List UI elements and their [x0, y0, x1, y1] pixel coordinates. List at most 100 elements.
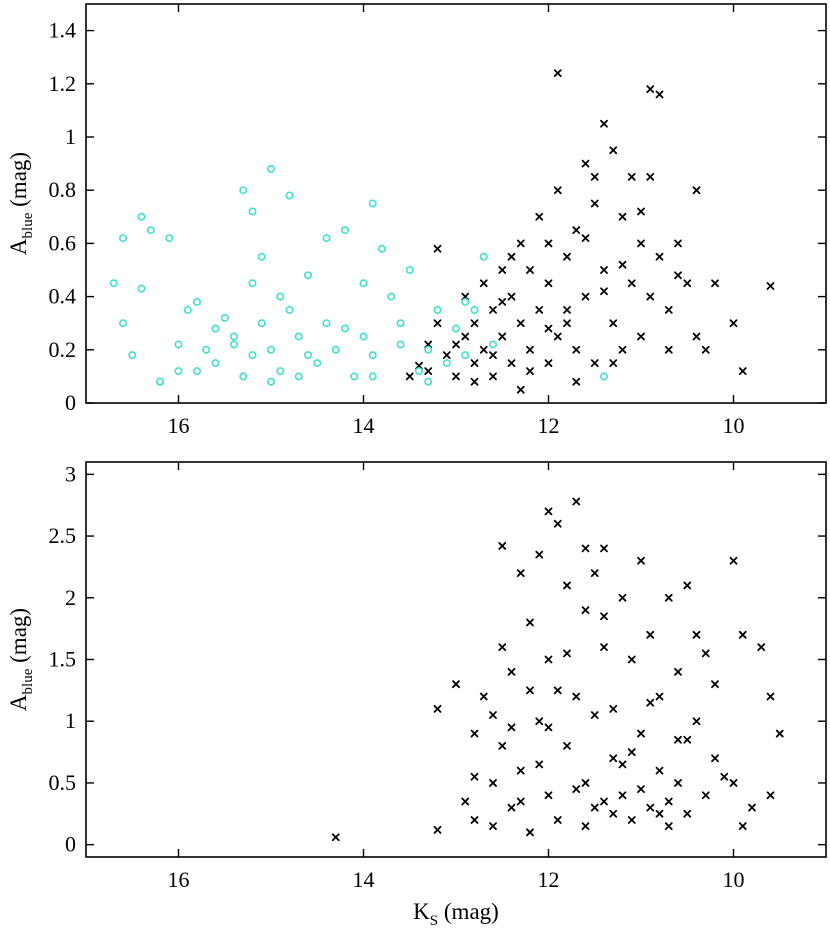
point-0-1-17: [239, 186, 248, 195]
point-0-1-16: [239, 372, 248, 381]
point-0-0-63: [498, 298, 507, 306]
point-0-0-30: [572, 226, 581, 234]
point-0-1-48: [451, 324, 460, 333]
point-0-0-42: [627, 173, 636, 181]
point-0-0-62: [544, 239, 553, 248]
point-0-0-43: [627, 279, 636, 288]
point-1-0-49: [664, 822, 673, 831]
point-1-0-92: [581, 544, 590, 553]
point-1-0-32: [590, 569, 599, 577]
point-0-1-61: [461, 297, 470, 306]
point-0-1-46: [433, 305, 442, 314]
y-tick-label-1-6: 3: [65, 461, 76, 486]
point-0-0-28: [563, 252, 571, 261]
point-1-0-65: [766, 791, 775, 800]
point-1-0-72: [627, 748, 636, 756]
y-axis-label-0: Ablue (mag): [6, 152, 36, 255]
point-1-0-16: [516, 766, 525, 775]
point-0-0-10: [479, 345, 488, 354]
point-0-0-37: [600, 266, 608, 274]
point-0-0-29: [563, 319, 571, 328]
x-tick-label-0-1: 14: [353, 413, 375, 438]
point-1-0-57: [711, 754, 719, 763]
point-1-0-39: [618, 791, 627, 800]
point-0-0-9: [470, 319, 479, 328]
point-1-0-80: [563, 649, 571, 658]
point-0-1-51: [479, 252, 488, 261]
point-0-0-75: [544, 324, 553, 333]
point-1-0-28: [572, 497, 581, 506]
point-1-0-85: [655, 809, 664, 818]
point-0-0-11: [479, 279, 488, 288]
point-0-1-40: [377, 244, 386, 253]
point-0-0-47: [646, 292, 655, 301]
point-0-0-26: [553, 332, 562, 341]
point-0-0-72: [609, 359, 618, 367]
point-0-0-7: [461, 332, 470, 341]
point-1-0-84: [637, 785, 645, 794]
point-0-1-62: [599, 372, 608, 381]
y-tick-label-0-0: 0: [65, 390, 76, 415]
point-0-1-27: [285, 305, 294, 314]
point-1-0-37: [609, 704, 618, 713]
point-0-0-52: [683, 279, 692, 288]
point-1-0-44: [646, 630, 655, 639]
point-1-0-91: [526, 686, 534, 695]
point-0-0-36: [600, 119, 608, 128]
point-1-0-87: [692, 630, 701, 639]
point-0-0-32: [581, 159, 590, 168]
point-0-1-21: [257, 319, 266, 328]
point-0-1-18: [248, 279, 257, 288]
point-1-0-43: [637, 729, 645, 738]
point-1-0-40: [627, 655, 636, 664]
point-0-1-15: [230, 332, 239, 341]
plot-frame-0: [85, 3, 827, 404]
bottom-scatter-panel: 16 14 12 10 0 0.5 1 1.5 2 2.5 3 Ablue (mag) KS (mag): [6, 461, 827, 929]
y-tick-label-1-1: 0.5: [49, 770, 77, 795]
point-0-0-68: [581, 234, 590, 242]
point-0-1-65: [424, 377, 433, 386]
point-1-0-45: [646, 803, 655, 812]
y-tick-label-1-0: 0: [65, 832, 76, 857]
point-0-0-53: [692, 186, 701, 195]
point-1-0-47: [655, 766, 664, 775]
point-1-0-12: [498, 742, 507, 750]
point-1-0-17: [526, 618, 534, 627]
point-1-0-0: [331, 833, 340, 842]
point-0-0-18: [516, 319, 525, 328]
point-0-0-17: [507, 292, 516, 301]
point-0-0-25: [544, 279, 553, 288]
point-1-0-20: [535, 717, 544, 726]
point-1-0-4: [461, 797, 470, 806]
top-scatter-panel: 16 14 12 10 0 0.2 0.4 0.6 0.8 1 1.2 1.4 Ablue (mag): [6, 3, 827, 438]
point-1-0-75: [683, 735, 692, 744]
point-1-0-19: [535, 550, 544, 559]
point-1-0-34: [600, 643, 608, 652]
point-0-1-13: [211, 359, 220, 368]
point-1-0-58: [729, 556, 738, 565]
point-0-1-67: [248, 351, 257, 360]
point-0-1-56: [211, 324, 220, 333]
point-0-1-53: [156, 377, 165, 386]
point-0-0-57: [729, 319, 738, 328]
point-0-0-45: [637, 332, 645, 341]
series-0-1: [109, 164, 608, 386]
point-1-0-48: [664, 593, 673, 602]
point-0-0-81: [618, 260, 627, 269]
point-1-0-14: [507, 667, 516, 676]
y-tick-label-0-5: 1: [65, 124, 76, 149]
point-0-0-50: [664, 306, 673, 314]
point-0-1-44: [414, 367, 423, 376]
point-1-0-69: [572, 785, 581, 794]
y-tick-label-0-6: 1.2: [49, 71, 77, 96]
point-1-0-38: [618, 593, 627, 602]
y-tick-label-0-2: 0.4: [49, 284, 77, 309]
point-1-0-36: [609, 754, 618, 763]
point-0-1-8: [165, 234, 174, 243]
point-0-1-12: [202, 345, 211, 354]
point-0-1-28: [294, 332, 303, 341]
y-tick-label-1-5: 2.5: [49, 523, 77, 548]
point-0-0-20: [526, 345, 534, 354]
point-1-0-15: [516, 569, 525, 577]
point-1-0-22: [544, 791, 553, 800]
